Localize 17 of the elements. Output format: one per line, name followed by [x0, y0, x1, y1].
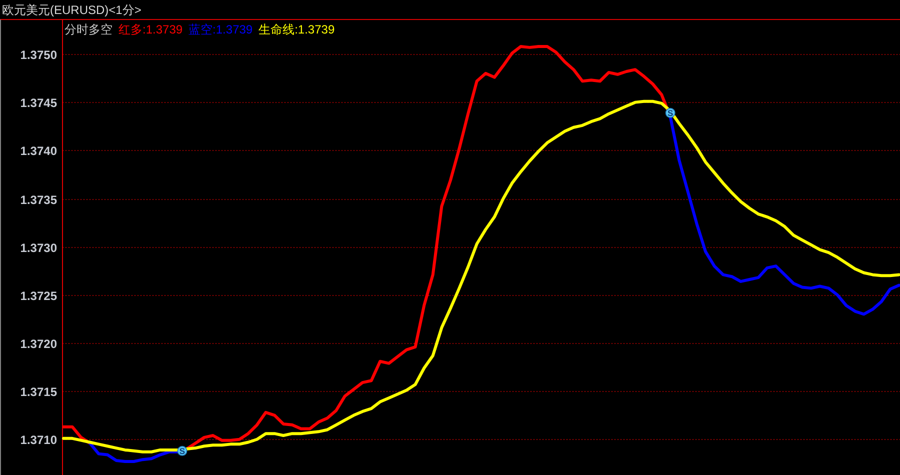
- y-tick-label: 1.3730: [20, 241, 57, 255]
- y-tick-label: 1.3710: [20, 433, 57, 447]
- y-tick-label: 1.3715: [20, 385, 57, 399]
- legend-title: 分时多空: [64, 22, 112, 36]
- y-tick-label: 1.3725: [20, 289, 57, 303]
- y-tick-label: 1.3735: [20, 193, 57, 207]
- y-tick-label: 1.3745: [20, 96, 57, 110]
- legend-item: 生命线:1.3739: [258, 22, 335, 36]
- annotation: S: [665, 108, 676, 118]
- y-tick-label: 1.3740: [20, 144, 57, 158]
- y-tick-label: 1.3720: [20, 337, 57, 351]
- title: 欧元美元(EURUSD)<1分>: [2, 3, 142, 17]
- annotation: S: [668, 108, 674, 118]
- annotation: S: [177, 446, 188, 456]
- legend-item: 蓝空:1.3739: [188, 22, 253, 36]
- legend-item: 红多:1.3739: [118, 22, 183, 36]
- y-tick-label: 1.3750: [20, 48, 57, 62]
